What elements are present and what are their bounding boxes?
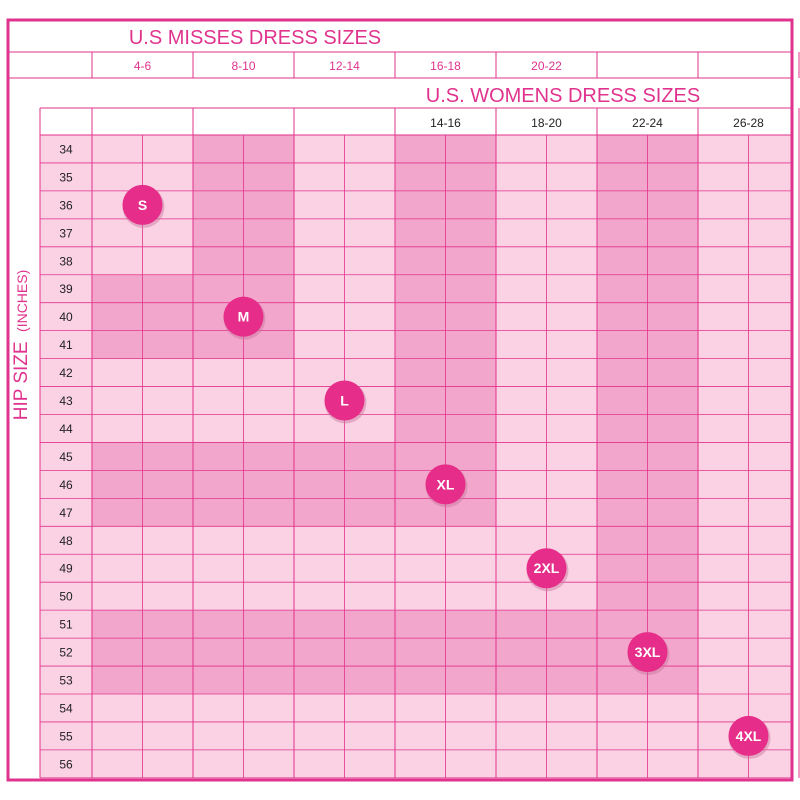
misses-size-label: 16-18 <box>430 59 461 73</box>
womens-size-label: 18-20 <box>531 116 562 130</box>
hip-size-label: 35 <box>59 170 73 184</box>
hip-size-label: 52 <box>59 646 73 660</box>
size-badge-label: S <box>138 197 147 213</box>
size-badge-S <box>122 184 163 225</box>
hip-size-axis-title: HIP SIZE <box>11 341 32 420</box>
hip-size-label: 42 <box>59 366 73 380</box>
size-badge-label: M <box>238 309 250 325</box>
size-badge-XL <box>425 464 466 505</box>
hip-size-label: 56 <box>59 757 73 771</box>
misses-size-label: 8-10 <box>231 59 255 73</box>
womens-sizes-title: U.S. WOMENS DRESS SIZES <box>426 85 700 107</box>
size-badge-M <box>223 296 264 337</box>
grid-lines <box>6 18 800 782</box>
chart-border <box>6 18 794 782</box>
size-badge-label: 4XL <box>736 728 762 744</box>
womens-size-label: 22-24 <box>632 116 663 130</box>
size-badge-3XL <box>627 632 668 673</box>
size-badge-2XL <box>526 548 567 589</box>
hip-size-label: 44 <box>59 422 73 436</box>
hip-size-label: 39 <box>59 282 73 296</box>
misses-size-label: 12-14 <box>329 59 360 73</box>
hip-size-label: 38 <box>59 254 73 268</box>
misses-size-label: 4-6 <box>134 59 152 73</box>
misses-sizes-title: U.S MISSES DRESS SIZES <box>129 27 381 49</box>
hip-size-label: 48 <box>59 534 73 548</box>
size-badge-label: 2XL <box>534 560 560 576</box>
hip-size-label: 53 <box>59 674 73 688</box>
hip-size-axis-unit: (INCHES) <box>14 270 30 332</box>
size-badge-L <box>324 380 365 421</box>
hip-size-label: 41 <box>59 338 73 352</box>
hip-size-row-labels: 34 35 36 37 38 39 40 41 42 43 44 45 46 47 48 49 50 51 52 53… <box>59 142 73 771</box>
size-badge-label: L <box>340 393 349 409</box>
row-label-column-fill <box>40 135 92 778</box>
hip-size-label: 49 <box>59 562 73 576</box>
misses-size-label: 20-22 <box>531 59 562 73</box>
labels: U.S MISSES DRESS SIZES U.S. WOMENS DRESS… <box>11 27 700 420</box>
hip-size-label: 36 <box>59 198 73 212</box>
hip-size-label: 51 <box>59 618 73 632</box>
hip-size-label: 45 <box>59 450 73 464</box>
size-column-headers: 4-6 8-10 12-14 16-18 20-22 14-16 18-20 22-24 26-… <box>134 59 764 130</box>
size-badges: S M L XL 2XL 3XL 4XL <box>122 184 771 759</box>
hip-size-label: 37 <box>59 226 73 240</box>
size-badge-4XL <box>728 715 769 756</box>
hip-size-label: 40 <box>59 310 73 324</box>
hip-size-label: 34 <box>59 142 73 156</box>
size-badge-label: XL <box>437 476 455 492</box>
hip-size-axis-label: HIP SIZE (INCHES) <box>11 270 32 421</box>
womens-size-label: 26-28 <box>733 116 764 130</box>
hip-size-label: 50 <box>59 590 73 604</box>
size-badge-label: 3XL <box>635 644 661 660</box>
hip-size-label: 47 <box>59 506 73 520</box>
hip-size-label: 55 <box>59 729 73 743</box>
womens-size-label: 14-16 <box>430 116 461 130</box>
hip-size-label: 54 <box>59 701 73 715</box>
hip-size-label: 43 <box>59 394 73 408</box>
hip-size-label: 46 <box>59 478 73 492</box>
